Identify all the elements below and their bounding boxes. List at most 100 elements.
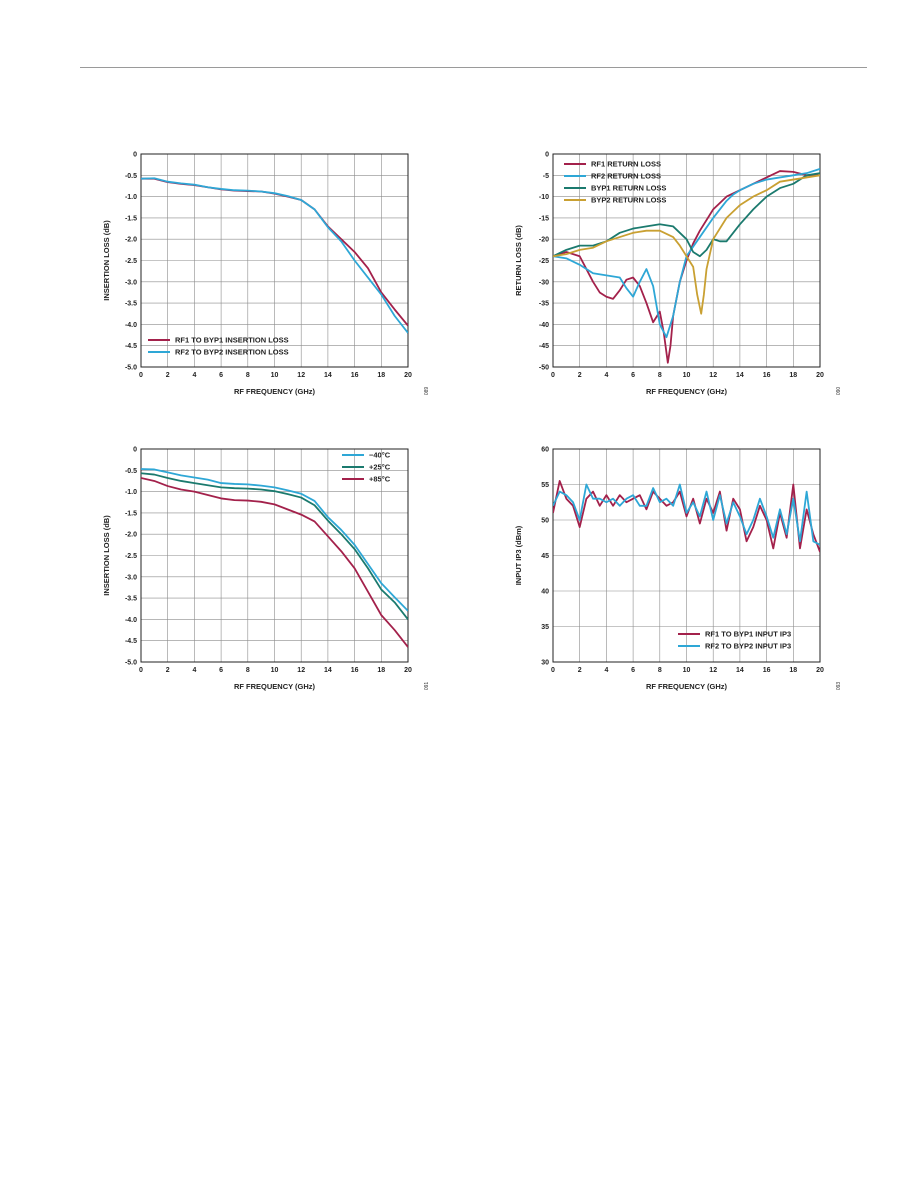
y-tick-label: -3.0 (125, 279, 137, 286)
y-tick-label: 40 (541, 589, 549, 596)
legend-label: RF1 TO BYP1 INPUT IP3 (705, 630, 791, 639)
figure-id: 093 (836, 682, 842, 691)
y-tick-label: 45 (541, 553, 549, 560)
series-line (141, 472, 408, 620)
y-tick-label: -35 (539, 301, 549, 308)
x-tick-label: 6 (631, 372, 635, 379)
header-rule (80, 67, 867, 68)
x-tick-label: 4 (192, 372, 196, 379)
x-tick-label: 18 (377, 372, 385, 379)
x-tick-label: 20 (404, 667, 412, 674)
x-tick-label: 12 (297, 667, 305, 674)
x-tick-label: 0 (551, 372, 555, 379)
y-tick-label: -30 (539, 279, 549, 286)
legend: RF1 RETURN LOSS RF2 RETURN LOSS BYP1 RETUR… (564, 160, 666, 205)
x-tick-label: 6 (219, 667, 223, 674)
x-tick-label: 6 (219, 372, 223, 379)
y-tick-label: -50 (539, 365, 549, 372)
x-tick-label: 20 (404, 372, 412, 379)
input-ip3-vs-frequency-chart: 0 2 4 6 8 10 12 14 16 18 20 60 55 50 45 40 35 30 RF1 TO BY… (502, 435, 852, 705)
x-tick-label: 2 (166, 667, 170, 674)
series-line (141, 177, 408, 334)
y-tick-label: 0 (545, 152, 549, 159)
plot-frame (552, 153, 821, 368)
x-tick-label: 2 (166, 372, 170, 379)
y-tick-label: -1.5 (125, 510, 137, 517)
series-line (553, 483, 820, 546)
y-axis-title: INSERTION LOSS (dB) (102, 220, 111, 301)
x-tick-label: 14 (324, 667, 332, 674)
y-tick-label: -3.5 (125, 596, 137, 603)
legend-label: RF2 TO BYP2 INSERTION LOSS (175, 348, 289, 357)
legend-label: RF2 TO BYP2 INPUT IP3 (705, 642, 791, 651)
plot-frame (552, 448, 821, 663)
x-tick-label: 0 (139, 372, 143, 379)
legend: −40°C +25°C +85°C (342, 451, 391, 484)
x-tick-label: 14 (736, 667, 744, 674)
x-tick-label: 4 (604, 372, 608, 379)
x-tick-label: 8 (658, 667, 662, 674)
y-tick-label: 35 (541, 624, 549, 631)
x-tick-label: 10 (271, 667, 279, 674)
x-tick-label: 16 (763, 667, 771, 674)
y-tick-label: 60 (541, 447, 549, 454)
y-tick-label: -5.0 (125, 365, 137, 372)
y-tick-label: -1.5 (125, 215, 137, 222)
x-tick-label: 0 (139, 667, 143, 674)
x-tick-label: 18 (789, 372, 797, 379)
y-tick-label: -2.5 (125, 258, 137, 265)
x-tick-label: 8 (246, 667, 250, 674)
figure-id: 090 (836, 387, 842, 396)
figure-id: 091 (424, 682, 430, 691)
legend-label: RF1 TO BYP1 INSERTION LOSS (175, 336, 289, 345)
y-tick-label: -3.5 (125, 301, 137, 308)
legend-label: +25°C (369, 463, 391, 472)
y-tick-label: 30 (541, 660, 549, 667)
y-tick-label: 0 (133, 152, 137, 159)
x-tick-label: 6 (631, 667, 635, 674)
x-axis-title: RF FREQUENCY (GHz) (234, 682, 316, 691)
insertion-loss-vs-frequency-chart: 0 2 4 6 8 10 12 14 16 18 20 0 -0.5 -1.0 -1.5 -2.0 -2.5 -3… (90, 140, 440, 410)
y-tick-label: -10 (539, 194, 549, 201)
y-tick-label: -4.5 (125, 638, 137, 645)
x-tick-label: 4 (192, 667, 196, 674)
legend: RF1 TO BYP1 INPUT IP3 RF2 TO BYP2 INPUT I… (678, 630, 791, 651)
x-tick-label: 16 (763, 372, 771, 379)
x-axis-title: RF FREQUENCY (GHz) (646, 682, 728, 691)
series-line (553, 174, 820, 315)
x-tick-label: 14 (736, 372, 744, 379)
x-tick-label: 4 (604, 667, 608, 674)
y-tick-label: -4.5 (125, 343, 137, 350)
y-tick-label: -5 (543, 173, 549, 180)
x-tick-label: 10 (271, 372, 279, 379)
x-tick-label: 16 (351, 372, 359, 379)
y-tick-label: -25 (539, 258, 549, 265)
x-tick-label: 8 (658, 372, 662, 379)
figure-id: 089 (424, 387, 430, 396)
y-tick-label: -40 (539, 322, 549, 329)
x-tick-label: 20 (816, 667, 824, 674)
y-tick-label: -5.0 (125, 660, 137, 667)
y-tick-label: -15 (539, 215, 549, 222)
y-tick-label: -1.0 (125, 194, 137, 201)
legend: RF1 TO BYP1 INSERTION LOSS RF2 TO BYP2 IN… (148, 336, 289, 357)
y-tick-label: -45 (539, 343, 549, 350)
y-tick-label: -3.0 (125, 574, 137, 581)
y-tick-label: -2.0 (125, 237, 137, 244)
series-line (553, 168, 820, 339)
y-tick-label: 0 (133, 447, 137, 454)
y-axis-title: INSERTION LOSS (dB) (102, 515, 111, 596)
return-loss-vs-frequency-chart: 0 2 4 6 8 10 12 14 16 18 20 0 -5 -10 -15 -20 -25 -30 -35 -4… (502, 140, 852, 410)
series-line (141, 468, 408, 612)
y-tick-label: -20 (539, 237, 549, 244)
x-tick-label: 18 (377, 667, 385, 674)
y-tick-label: 55 (541, 482, 549, 489)
x-tick-label: 12 (297, 372, 305, 379)
legend-label: +85°C (369, 475, 391, 484)
x-tick-label: 16 (351, 667, 359, 674)
legend-label: RF1 RETURN LOSS (591, 160, 661, 169)
y-tick-label: -1.0 (125, 489, 137, 496)
legend-label: BYP2 RETURN LOSS (591, 196, 666, 205)
series-line (141, 477, 408, 648)
x-tick-label: 14 (324, 372, 332, 379)
